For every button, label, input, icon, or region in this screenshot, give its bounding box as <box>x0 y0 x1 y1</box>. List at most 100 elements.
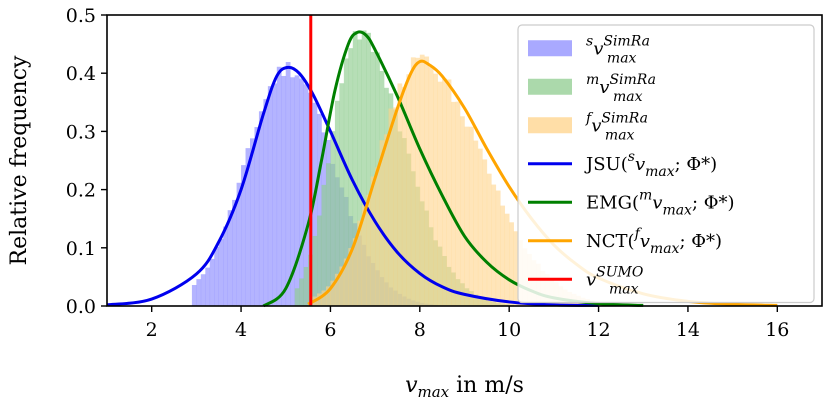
legend-entry: NCT(fvmax; Φ*) <box>528 226 722 257</box>
histogram-bar-m <box>321 184 327 306</box>
x-tick-label: 2 <box>146 319 158 341</box>
histogram-bar-f <box>433 73 438 307</box>
histogram-bar-f <box>361 205 367 306</box>
legend-entry: svSimRa max <box>528 33 650 66</box>
histogram-bar-s <box>191 285 197 306</box>
histogram-bar-s <box>258 111 264 306</box>
histogram-bar-s <box>232 199 237 306</box>
y-tick-label: 0.2 <box>66 180 96 202</box>
histogram-bar-s <box>196 279 202 306</box>
histogram-bar-m <box>361 30 367 306</box>
x-axis-label-var: v <box>405 373 418 398</box>
histogram-bar-s <box>299 78 304 306</box>
histogram-bar-f <box>446 79 452 306</box>
histogram-bar-s <box>294 75 300 306</box>
histogram-bar-f <box>424 56 430 306</box>
histogram-bar-f <box>343 258 349 306</box>
legend-label: fvSimRa max <box>585 110 648 143</box>
legend-label: NCT(fvmax; Φ*) <box>586 226 722 257</box>
legend-label: mvSimRa max <box>586 72 656 105</box>
histogram-bar-s <box>267 86 273 306</box>
x-axis-label: vmax in m/s <box>405 373 524 401</box>
y-tick-label: 0.3 <box>66 121 96 143</box>
histogram-bar-m <box>334 100 340 306</box>
legend-box <box>517 24 815 304</box>
histogram-bar-s <box>290 77 295 306</box>
histogram-bar-f <box>500 205 506 306</box>
x-axis-label-sub: max <box>418 383 450 401</box>
histogram-bar-f <box>482 159 488 306</box>
histogram-bar-f <box>477 148 483 306</box>
histogram-bar-f <box>442 78 447 306</box>
histogram-bar-f <box>321 290 327 306</box>
histogram-bar-f <box>397 83 403 306</box>
histogram-bar-f <box>451 101 456 306</box>
legend-patch <box>528 40 572 57</box>
histogram-bar-f <box>504 213 510 306</box>
histogram-bar-f <box>509 222 514 306</box>
y-axis-label: Relative frequency <box>7 55 32 265</box>
histogram-bar-s <box>263 99 269 306</box>
legend: svSimRa max mvSimRa max fvSimRa max JSU(svmax;… <box>517 24 815 304</box>
histogram-bar-m <box>317 215 322 306</box>
histogram-bar-f <box>406 74 412 306</box>
histogram-bar-f <box>419 54 425 306</box>
histogram-bar-m <box>352 31 358 307</box>
y-tick-label: 0.4 <box>66 63 96 85</box>
legend-entry: mvSimRa max <box>528 72 656 105</box>
histogram-bar-s <box>205 267 211 306</box>
histogram-bar-m <box>366 32 371 307</box>
histogram-bar-s <box>312 102 318 306</box>
histogram-bar-f <box>375 167 380 306</box>
histogram-bar-s <box>245 148 251 306</box>
histogram-bar-m <box>325 163 331 306</box>
x-tick-label: 10 <box>497 319 521 341</box>
histogram-bar-m <box>303 266 309 306</box>
histogram-bar-s <box>285 62 291 306</box>
histogram-bar-f <box>468 126 474 306</box>
histogram-bar-s <box>303 84 309 306</box>
histogram-bar-s <box>254 127 260 306</box>
y-tick-label: 0.0 <box>66 296 96 318</box>
histogram-bar-f <box>339 266 345 306</box>
legend-label: EMG(mvmax; Φ*) <box>586 187 735 218</box>
curve-jsu <box>106 65 599 307</box>
legend-entry: JSU(svmax; Φ*) <box>528 149 717 180</box>
histogram-layer <box>191 30 626 307</box>
legend-patch <box>528 117 572 134</box>
histogram-bar-f <box>491 184 497 306</box>
histogram-bar-f <box>415 57 421 306</box>
y-tick-label: 0.5 <box>66 5 96 27</box>
histogram-bar-s <box>200 274 206 306</box>
histogram-bar-f <box>455 101 461 306</box>
histogram-bar-f <box>334 273 340 306</box>
x-tick-label: 8 <box>414 319 426 341</box>
histogram-bar-f <box>513 231 519 306</box>
histogram-bar-m <box>330 131 336 306</box>
histogram-bar-f <box>357 220 363 306</box>
histogram-bar-s <box>241 165 246 306</box>
x-tick-label: 6 <box>324 319 336 341</box>
legend-patch <box>528 78 572 95</box>
histogram-bar-f <box>460 116 465 306</box>
histogram-bar-f <box>325 286 331 306</box>
x-tick-label: 14 <box>676 319 700 341</box>
histogram-bar-s <box>272 83 278 307</box>
histogram-bar-f <box>495 190 501 306</box>
histogram-bar-s <box>227 210 233 306</box>
histogram-bar-m <box>294 288 300 306</box>
histogram-bar-f <box>348 248 354 306</box>
legend-entry: fvSimRa max <box>528 110 648 143</box>
histogram-bar-m <box>299 278 304 306</box>
histogram-bar-s <box>281 75 287 307</box>
histogram-bar-f <box>410 57 416 306</box>
y-tick-label: 0.1 <box>66 238 96 260</box>
histogram-bar-f <box>366 194 371 306</box>
histogram-bar-m <box>312 235 318 306</box>
histogram-bar-s <box>218 239 224 306</box>
legend-label: vSUMO max <box>586 264 644 297</box>
histogram-bar-f <box>464 126 470 306</box>
tick-layer: 2 4 6 8 10 12 14 16 0.0 0.1 0.2 0.3 0.4 0.5 <box>66 5 790 341</box>
x-tick-label: 12 <box>586 319 610 341</box>
